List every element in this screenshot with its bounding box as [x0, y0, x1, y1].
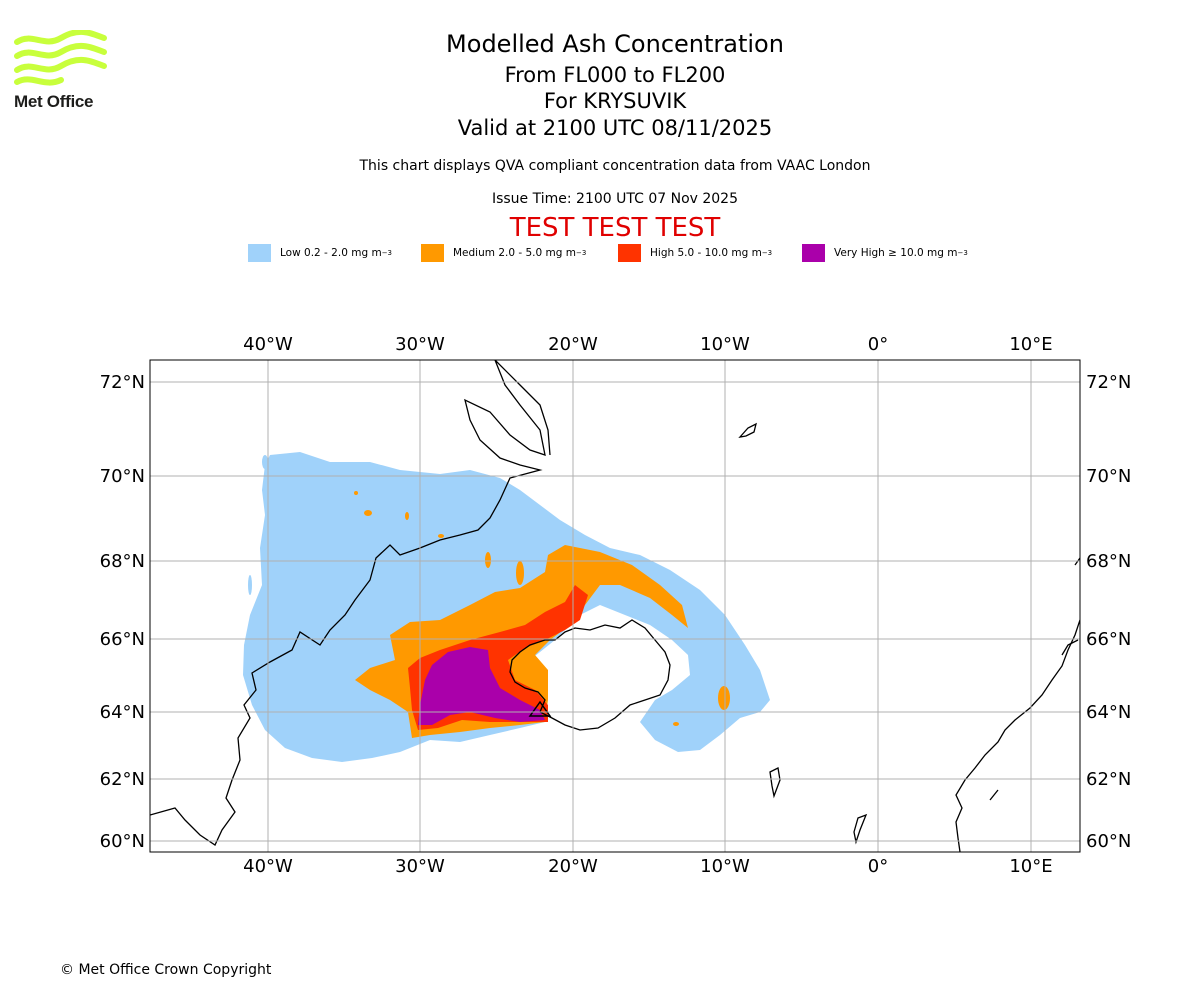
lat-label: 66°N — [100, 629, 145, 650]
lat-label: 60°N — [100, 831, 145, 852]
chart-title: Modelled Ash Concentration — [446, 30, 784, 58]
met-office-waves-icon — [14, 30, 107, 86]
lon-label: 0° — [868, 334, 888, 355]
lat-label: 66°N — [1086, 629, 1131, 650]
lat-label: 70°N — [1086, 466, 1131, 487]
lon-label: 10°W — [700, 334, 750, 355]
legend-label-medium: Medium 2.0 - 5.0 mg m — [453, 247, 576, 259]
iceland-coast — [509, 619, 671, 731]
lon-label: 30°W — [395, 334, 445, 355]
lat-label: 70°N — [100, 466, 145, 487]
lon-labels-top: 40°W 30°W 20°W 10°W 0° 10°E — [243, 334, 1052, 355]
legend-swatch-low — [248, 244, 271, 262]
norway-coast — [955, 619, 1080, 852]
test-banner: TEST TEST TEST — [509, 213, 721, 243]
lon-label: 20°W — [548, 856, 598, 877]
met-office-logo: Met Office — [14, 30, 108, 112]
lon-label: 20°W — [548, 334, 598, 355]
lon-label: 40°W — [243, 856, 293, 877]
legend-swatch-medium — [421, 244, 444, 262]
ash-patches — [248, 455, 730, 726]
lon-labels-bottom: 40°W 30°W 20°W 10°W 0° 10°E — [243, 856, 1052, 877]
legend-swatch-very-high — [802, 244, 825, 262]
ash-area-very-high — [418, 647, 545, 725]
legend-item-low: Low 0.2 - 2.0 mg m −3 — [248, 244, 392, 262]
legend-unit-exponent: −3 — [381, 249, 393, 257]
qva-note: This chart displays QVA compliant concen… — [359, 158, 871, 174]
legend-swatch-high — [618, 244, 641, 262]
copyright-notice: © Met Office Crown Copyright — [60, 962, 272, 978]
volcano-name: For KRYSUVIK — [543, 89, 687, 113]
valid-time: Valid at 2100 UTC 08/11/2025 — [457, 116, 773, 140]
legend-item-very-high: Very High ≥ 10.0 mg m −3 — [802, 244, 968, 262]
lon-label: 10°E — [1009, 334, 1052, 355]
legend-item-high: High 5.0 - 10.0 mg m −3 — [618, 244, 772, 262]
legend-unit-exponent: −3 — [761, 249, 773, 257]
gridlines — [150, 360, 1080, 852]
met-office-logo-text: Met Office — [14, 92, 94, 111]
lat-label: 64°N — [1086, 702, 1131, 723]
legend-unit-exponent: −3 — [957, 249, 968, 257]
greenland-coast — [150, 360, 551, 846]
lon-label: 10°W — [700, 856, 750, 877]
lat-label: 68°N — [100, 551, 145, 572]
legend-item-medium: Medium 2.0 - 5.0 mg m −3 — [421, 244, 586, 262]
lat-labels-right: 72°N 70°N 68°N 66°N 64°N 62°N 60°N — [1086, 372, 1131, 852]
lat-labels-left: 72°N 70°N 68°N 66°N 64°N 62°N 60°N — [100, 372, 145, 852]
lon-label: 0° — [868, 856, 888, 877]
legend-label-high: High 5.0 - 10.0 mg m — [650, 247, 762, 259]
map-frame — [149, 359, 1081, 853]
lat-label: 72°N — [100, 372, 145, 393]
lat-label: 68°N — [1086, 551, 1131, 572]
lat-label: 62°N — [1086, 769, 1131, 790]
volcano-triangle-icon — [528, 700, 552, 717]
faroe-islands-coast — [769, 767, 781, 799]
legend: Low 0.2 - 2.0 mg m −3 Medium 2.0 - 5.0 mg… — [0, 244, 1200, 264]
legend-label-very-high: Very High ≥ 10.0 mg m — [834, 247, 958, 259]
jan-mayen-coast — [738, 422, 757, 438]
lat-label: 72°N — [1086, 372, 1131, 393]
lat-label: 64°N — [100, 702, 145, 723]
lon-label: 10°E — [1009, 856, 1052, 877]
lat-label: 60°N — [1086, 831, 1131, 852]
shetland-coast — [853, 813, 868, 845]
lon-label: 30°W — [395, 856, 445, 877]
lat-label: 62°N — [100, 769, 145, 790]
issue-time: Issue Time: 2100 UTC 07 Nov 2025 — [491, 191, 739, 207]
legend-label-low: Low 0.2 - 2.0 mg m — [280, 247, 382, 259]
flight-level-range: From FL000 to FL200 — [504, 63, 726, 87]
legend-unit-exponent: −3 — [575, 249, 587, 257]
lon-label: 40°W — [243, 334, 293, 355]
coastlines — [150, 360, 1080, 852]
